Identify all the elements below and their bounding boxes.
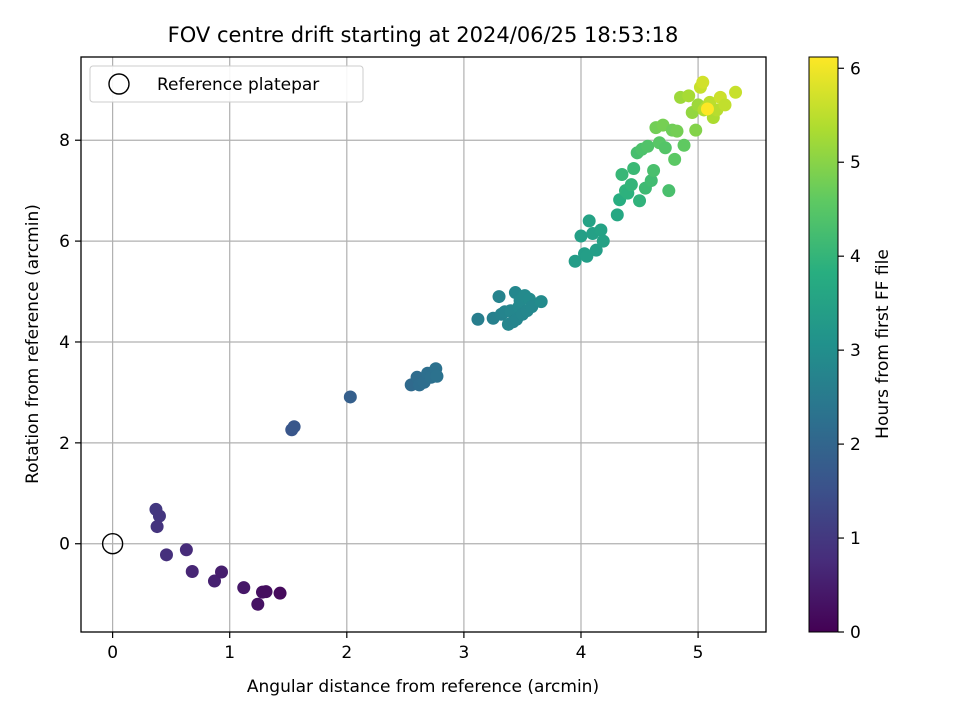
y-axis-label: Rotation from reference (arcmin): [23, 204, 43, 484]
data-point: [670, 124, 684, 138]
x-tick-label: 5: [693, 643, 704, 663]
data-point: [624, 178, 638, 192]
data-point: [152, 509, 166, 523]
data-point: [343, 390, 357, 404]
data-point: [568, 254, 582, 268]
data-point: [610, 208, 624, 222]
x-tick-label: 2: [341, 643, 352, 663]
data-point: [662, 184, 676, 198]
data-point: [658, 141, 672, 155]
data-point: [644, 174, 658, 188]
data-point: [718, 98, 732, 112]
data-point: [287, 420, 301, 434]
x-tick-label: 4: [576, 643, 587, 663]
data-point: [251, 597, 265, 611]
y-tick-label: 6: [59, 232, 70, 252]
data-point: [273, 586, 287, 600]
colorbar-tick-label: 4: [850, 247, 861, 267]
colorbar-tick-label: 6: [850, 59, 861, 79]
data-point: [259, 585, 273, 599]
data-point: [647, 163, 661, 177]
legend: Reference platepar: [89, 65, 364, 103]
data-point: [582, 214, 596, 228]
colorbar-tick-label: 1: [850, 529, 861, 549]
data-point: [534, 295, 548, 309]
x-tick-label: 1: [224, 643, 235, 663]
colorbar-label: Hours from first FF file: [873, 249, 893, 439]
x-tick-label: 3: [458, 643, 469, 663]
plot-frame: [80, 56, 767, 633]
data-point-latest: [700, 102, 714, 116]
data-point: [471, 312, 485, 326]
x-tick-label: 0: [107, 643, 118, 663]
data-point: [492, 290, 506, 304]
colorbar-ticks: 0 1 2 3 4 5 6: [838, 59, 861, 643]
data-point: [689, 123, 703, 137]
y-tick-label: 4: [59, 333, 70, 353]
chart-title: FOV centre drift starting at 2024/06/25 …: [168, 23, 679, 47]
y-tick-label: 8: [59, 131, 70, 151]
y-tick-label: 2: [59, 434, 70, 454]
data-point: [615, 168, 629, 182]
colorbar-tick-label: 2: [850, 435, 861, 455]
y-tick-label: 0: [59, 535, 70, 555]
plot-background: [81, 57, 766, 632]
data-point: [589, 243, 603, 257]
data-point: [677, 138, 691, 152]
data-point: [430, 369, 444, 383]
data-point: [215, 565, 229, 579]
legend-box: [89, 65, 364, 103]
data-point: [627, 161, 641, 175]
colorbar-gradient: [808, 56, 839, 633]
data-point: [641, 139, 655, 153]
reference-point: [101, 533, 124, 555]
colorbar: 0 1 2 3 4 5 6 Hours from first FF file: [808, 56, 893, 643]
data-point: [159, 548, 173, 562]
data-point: [682, 89, 696, 103]
axis-ticks: 0 1 2 3 4 5 0 2 4 6 8: [59, 131, 703, 663]
data-point: [594, 223, 608, 237]
data-point: [237, 581, 251, 595]
data-point: [185, 564, 199, 578]
data-point: [150, 520, 164, 534]
data-point: [668, 152, 682, 166]
data-point: [574, 229, 588, 243]
legend-label: Reference platepar: [157, 75, 319, 95]
data-point: [580, 249, 594, 263]
colorbar-tick-label: 3: [850, 341, 861, 361]
colorbar-tick-label: 5: [850, 153, 861, 173]
data-point: [179, 543, 193, 557]
data-point: [696, 75, 710, 89]
data-point: [729, 85, 743, 99]
legend-marker: [108, 73, 130, 95]
data-point: [207, 574, 221, 588]
data-point: [633, 194, 647, 208]
grid-lines: [81, 57, 766, 632]
colorbar-tick-label: 0: [850, 623, 861, 643]
data-point: [596, 234, 610, 248]
data-points: [101, 75, 743, 611]
x-axis-label: Angular distance from reference (arcmin): [247, 677, 599, 697]
